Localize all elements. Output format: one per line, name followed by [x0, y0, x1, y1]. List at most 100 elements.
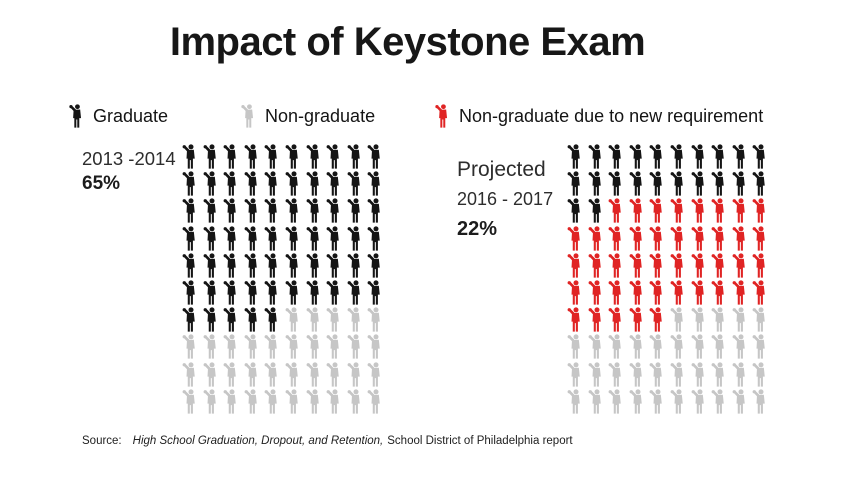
- non-graduate-person-icon: [284, 334, 301, 359]
- graduate-person-icon: [284, 144, 301, 169]
- graduate-person-icon: [243, 198, 260, 223]
- graduate-person-icon: [305, 171, 322, 196]
- non-graduate-person-icon: [587, 362, 604, 387]
- non-graduate-new-person-icon: [669, 226, 686, 251]
- non-graduate-person-icon: [628, 389, 645, 414]
- graduate-person-icon: [346, 144, 363, 169]
- non-graduate-person-icon: [607, 389, 624, 414]
- graduate-person-icon: [263, 144, 280, 169]
- graduate-person-icon: [648, 144, 665, 169]
- non-graduate-person-icon: [710, 389, 727, 414]
- pictograph-row: [181, 198, 387, 223]
- non-graduate-new-person-icon: [710, 253, 727, 278]
- legend-label-non-graduate: Non-graduate: [265, 105, 376, 126]
- non-graduate-new-person-icon: [751, 226, 768, 251]
- graduate-person-icon: [346, 253, 363, 278]
- graduate-person-icon: [202, 226, 219, 251]
- non-graduate-person-icon: [181, 389, 198, 414]
- non-graduate-person-icon: [731, 307, 748, 332]
- pictograph-row: [181, 253, 387, 278]
- graduate-person-icon: [669, 144, 686, 169]
- graduate-person-icon: [305, 144, 322, 169]
- non-graduate-person-icon: [366, 362, 383, 387]
- non-graduate-person-icon: [263, 362, 280, 387]
- non-graduate-new-person-icon: [607, 253, 624, 278]
- non-graduate-person-icon: [366, 389, 383, 414]
- non-graduate-person-icon: [566, 362, 583, 387]
- graduate-person-icon: [181, 144, 198, 169]
- non-graduate-new-person-icon: [690, 198, 707, 223]
- pictograph-row: [566, 362, 772, 387]
- graduate-person-icon: [305, 280, 322, 305]
- non-graduate-person-icon: [669, 389, 686, 414]
- graduate-person-icon: [731, 144, 748, 169]
- chart-2016-2017-projected: Projected: [457, 158, 546, 181]
- non-graduate-new-person-icon: [648, 280, 665, 305]
- source-prefix: Source:: [82, 435, 122, 447]
- non-graduate-new-person-icon: [648, 307, 665, 332]
- graduate-person-icon: [628, 171, 645, 196]
- graduate-person-icon: [181, 171, 198, 196]
- non-graduate-person-icon: [243, 334, 260, 359]
- legend-item-graduate: Graduate: [68, 100, 168, 132]
- graduate-person-icon: [669, 171, 686, 196]
- graduate-person-icon: [751, 144, 768, 169]
- non-graduate-new-person-icon: [669, 280, 686, 305]
- graduate-person-icon: [181, 198, 198, 223]
- non-graduate-new-person-icon: [690, 280, 707, 305]
- graduate-person-icon: [587, 198, 604, 223]
- non-graduate-person-icon: [628, 362, 645, 387]
- pictograph-row: [181, 171, 387, 196]
- pictograph-row: [566, 307, 772, 332]
- graduate-person-icon: [243, 280, 260, 305]
- graduate-person-icon: [202, 171, 219, 196]
- non-graduate-new-person-icon: [669, 253, 686, 278]
- page-title: Impact of Keystone Exam: [169, 20, 646, 64]
- graduate-person-icon: [566, 171, 583, 196]
- non-graduate-person-icon: [648, 362, 665, 387]
- non-graduate-person-icon: [325, 307, 342, 332]
- non-graduate-person-icon: [284, 307, 301, 332]
- non-graduate-new-person-icon: [587, 226, 604, 251]
- non-graduate-person-icon: [202, 362, 219, 387]
- graduate-person-icon: [222, 253, 239, 278]
- legend-item-non-graduate: Non-graduate: [240, 100, 375, 132]
- non-graduate-person-icon: [648, 389, 665, 414]
- non-graduate-person-icon: [325, 389, 342, 414]
- graduate-person-icon: [366, 144, 383, 169]
- graduate-person-icon: [587, 171, 604, 196]
- non-graduate-person-icon: [305, 389, 322, 414]
- non-graduate-person-icon: [305, 362, 322, 387]
- graduate-person-icon: [263, 198, 280, 223]
- non-graduate-person-icon: [222, 389, 239, 414]
- non-graduate-person-icon: [587, 389, 604, 414]
- non-graduate-person-icon: [751, 362, 768, 387]
- graduate-person-icon: [202, 307, 219, 332]
- graduate-person-icon: [731, 171, 748, 196]
- graduate-person-icon: [690, 171, 707, 196]
- non-graduate-new-person-icon: [628, 226, 645, 251]
- chart-2013-2014-years: 2013 -2014: [82, 148, 176, 169]
- graduate-person-icon: [346, 198, 363, 223]
- graduate-person-icon: [325, 198, 342, 223]
- graduate-person-icon: [346, 171, 363, 196]
- legend-item-non-graduate-new-requirement: Non-graduate due to new requirement: [434, 100, 763, 132]
- legend-label-graduate: Graduate: [93, 105, 169, 126]
- non-graduate-new-person-icon: [566, 307, 583, 332]
- pictograph-row: [566, 253, 772, 278]
- non-graduate-new-person-icon: [607, 307, 624, 332]
- graduate-person-icon: [284, 198, 301, 223]
- non-graduate-person-icon: [305, 307, 322, 332]
- non-graduate-person-icon: [731, 389, 748, 414]
- pictograph-2016-2017: [566, 144, 772, 416]
- non-graduate-new-person-icon: [628, 307, 645, 332]
- pictograph-row: [181, 280, 387, 305]
- source-line: Source: High School Graduation, Dropout, …: [82, 435, 573, 447]
- graduate-person-icon: [284, 171, 301, 196]
- non-graduate-person-icon: [325, 334, 342, 359]
- pictograph-row: [181, 307, 387, 332]
- non-graduate-new-person-icon: [587, 280, 604, 305]
- non-graduate-new-person-icon: [731, 253, 748, 278]
- graduate-person-icon: [181, 253, 198, 278]
